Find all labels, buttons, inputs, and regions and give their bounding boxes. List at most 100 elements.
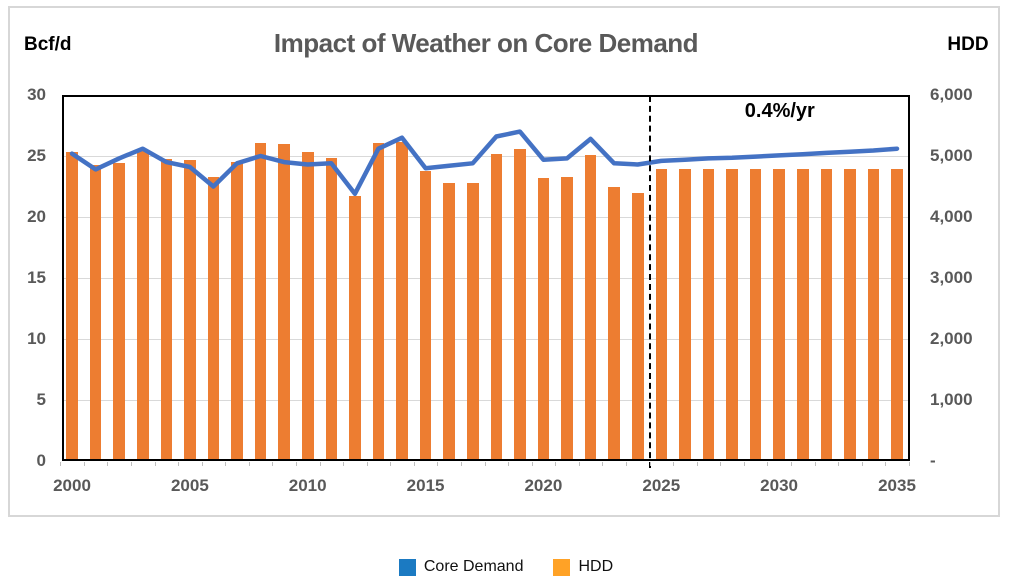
growth-rate-annotation: 0.4%/yr [744,100,815,122]
x-axis-minor-tick [508,462,510,466]
x-axis-minor-tick [625,462,627,466]
core-demand-legend-swatch-icon [398,558,416,576]
gridline [62,278,910,279]
x-axis-minor-tick [248,462,250,466]
left-axis-tick-label: 30 [27,85,46,104]
hdd-bar [844,169,856,461]
x-axis-minor-tick [366,462,368,466]
hdd-bar [372,143,385,461]
x-axis-minor-tick [343,462,345,466]
right-axis-tick-label: 1,000 [930,390,973,409]
gridline [62,156,910,157]
hdd-bar [749,169,762,461]
hdd-bar [773,169,785,461]
x-axis-minor-tick [555,462,557,466]
right-axis-unit-label: HDD [947,34,989,55]
hdd-bar [561,177,573,461]
x-axis-minor-tick [908,462,910,466]
legend: Core Demand HDD [0,552,1012,582]
x-axis-tick-label: 2000 [53,476,91,495]
hdd-bar [160,159,172,461]
hdd-bar [632,192,644,461]
hdd-bar [231,162,243,461]
right-axis-tick-label: - [930,451,936,470]
hdd-bar [584,154,597,461]
hdd-bar [349,195,361,461]
right-axis-tick-label: 3,000 [930,268,973,287]
x-axis-minor-tick [201,462,203,466]
hdd-bar [396,142,408,461]
x-axis-tick-label: 2035 [878,476,916,495]
x-axis-minor-tick [649,462,651,466]
hdd-bar [66,152,78,461]
x-axis-minor-tick [720,462,722,466]
left-axis-tick-label: 20 [27,207,46,226]
x-axis-minor-tick [130,462,132,466]
x-axis-minor-tick [484,462,486,466]
hdd-bar [184,160,196,461]
hdd-bar [867,169,880,461]
left-axis-tick-label: 0 [36,451,46,470]
x-axis-tick-label: 2005 [170,476,209,495]
chart-card [8,6,1000,517]
x-axis-minor-tick [814,462,816,466]
left-axis-tick-label: 10 [27,329,46,348]
x-axis-minor-tick [225,462,227,466]
x-axis-minor-tick [531,462,533,466]
hdd-bar [113,162,125,461]
hdd-bar [797,169,809,461]
hdd-bar [254,142,267,461]
x-axis-minor-tick [790,462,792,466]
gridline [62,400,910,401]
x-axis-minor-tick [861,462,863,466]
hdd-bar [302,151,314,461]
hdd-bar [891,169,903,461]
hdd-bar [514,148,526,461]
x-axis-tick-label: 2010 [288,476,327,495]
left-axis-tick-label: 25 [27,146,46,165]
hdd-bar [467,182,479,461]
hdd-bar [537,178,550,461]
gridline [62,339,910,340]
x-axis-tick-label: 2020 [524,476,563,495]
x-axis-minor-tick [272,462,274,466]
hdd-legend-label: HDD [578,558,614,575]
hdd-bar [89,165,102,461]
left-axis-unit-label: Bcf/d [24,34,72,55]
x-axis-tick-label: 2030 [760,476,798,495]
x-axis-tick-label: 2015 [406,476,445,495]
right-axis-tick-label: 6,000 [930,85,973,104]
forecast-divider-dashed-line [648,96,651,468]
hdd-bar [655,169,667,461]
x-axis-minor-tick [60,462,62,466]
legend-item-hdd: HDD [553,558,613,576]
hdd-bar [207,177,220,461]
x-axis-tick-label: 2025 [642,476,681,495]
hdd-legend-swatch-icon [553,558,571,576]
hdd-bar [137,151,149,461]
hdd-bar [490,153,502,461]
gridline [62,217,910,218]
right-axis-tick-label: 5,000 [930,146,973,165]
right-axis-tick-label: 4,000 [930,207,973,226]
x-axis-minor-tick [578,462,580,466]
hdd-bar [325,157,337,461]
x-axis-minor-tick [460,462,462,466]
x-axis-minor-tick [602,462,604,466]
x-axis-minor-tick [295,462,297,466]
left-axis-tick-label: 5 [36,390,46,409]
x-axis-minor-tick [437,462,439,466]
x-axis-minor-tick [838,462,840,466]
right-axis-tick-label: 2,000 [930,329,973,348]
hdd-bar [278,144,290,461]
x-axis-minor-tick [413,462,415,466]
x-axis-minor-tick [390,462,392,466]
left-axis-tick-label: 15 [27,268,46,287]
x-axis-minor-tick [743,462,745,466]
x-axis-minor-tick [767,462,769,466]
x-axis-minor-tick [178,462,180,466]
hdd-bar [726,169,738,461]
x-axis-minor-tick [673,462,675,466]
hdd-bar [419,170,432,461]
